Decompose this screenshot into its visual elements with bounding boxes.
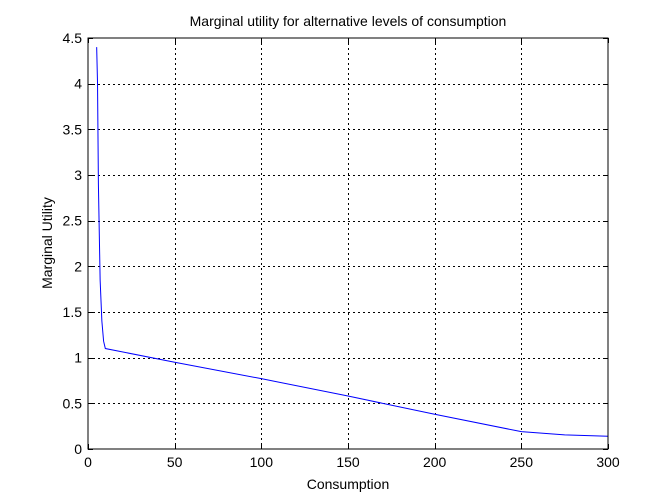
- chart-title: Marginal utility for alternative levels …: [190, 13, 507, 29]
- x-tick-label: 250: [510, 454, 534, 470]
- series-line: [96, 47, 609, 437]
- y-tick-label: 2: [74, 258, 82, 274]
- x-axis-label: Consumption: [307, 476, 390, 492]
- series-layer: [96, 47, 609, 437]
- y-tick-label: 3: [74, 167, 82, 183]
- y-tick-label: 4.5: [63, 30, 83, 46]
- x-tick-label: 50: [167, 454, 183, 470]
- x-tick-label: 300: [596, 454, 620, 470]
- y-tick-label: 1: [74, 350, 82, 366]
- y-tick-label: 0.5: [63, 395, 83, 411]
- y-tick-label: 1.5: [63, 304, 83, 320]
- y-tick-label: 3.5: [63, 121, 83, 137]
- x-tick-label: 200: [423, 454, 447, 470]
- y-tick-label: 2.5: [63, 213, 83, 229]
- y-tick-label: 4: [74, 76, 82, 92]
- y-tick-label: 0: [74, 441, 82, 457]
- tick-layer: 0 50 100 150 200 250 300 0 0.5 1 1.5 2 2.5 3 3.5 4 4.5: [63, 30, 620, 470]
- grid-layer: [88, 38, 608, 449]
- y-axis-label: Marginal Utility: [39, 197, 55, 289]
- x-tick-label: 0: [84, 454, 92, 470]
- x-tick-label: 100: [250, 454, 274, 470]
- x-tick-label: 150: [336, 454, 360, 470]
